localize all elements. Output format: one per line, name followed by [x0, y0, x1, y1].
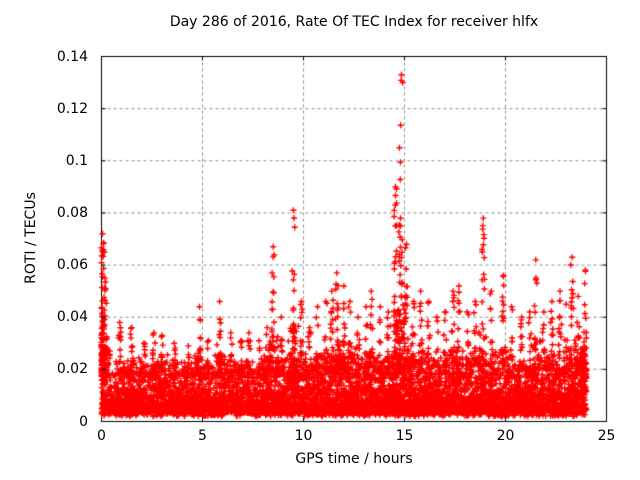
x-tick-label: 5 — [198, 428, 207, 444]
chart-title: Day 286 of 2016, Rate Of TEC Index for r… — [169, 14, 539, 30]
x-tick-label: 25 — [597, 428, 616, 444]
y-tick-label: 0.08 — [56, 204, 88, 221]
x-tick-label: 10 — [294, 428, 313, 444]
x-axis-label: GPS time / hours — [295, 451, 413, 467]
y-tick-label: 0.06 — [56, 257, 88, 274]
y-tick-label: 0.14 — [56, 48, 88, 65]
y-tick-label: 0.02 — [56, 361, 88, 378]
x-tick-label: 15 — [395, 428, 414, 444]
y-tick-label: 0 — [79, 413, 88, 430]
y-tick-label: 0.04 — [56, 309, 88, 326]
y-tick-label: 0.1 — [65, 152, 88, 169]
y-tick-label: 0.12 — [56, 100, 88, 117]
x-tick-label: 20 — [496, 428, 515, 444]
x-tick-label: 0 — [97, 428, 106, 444]
